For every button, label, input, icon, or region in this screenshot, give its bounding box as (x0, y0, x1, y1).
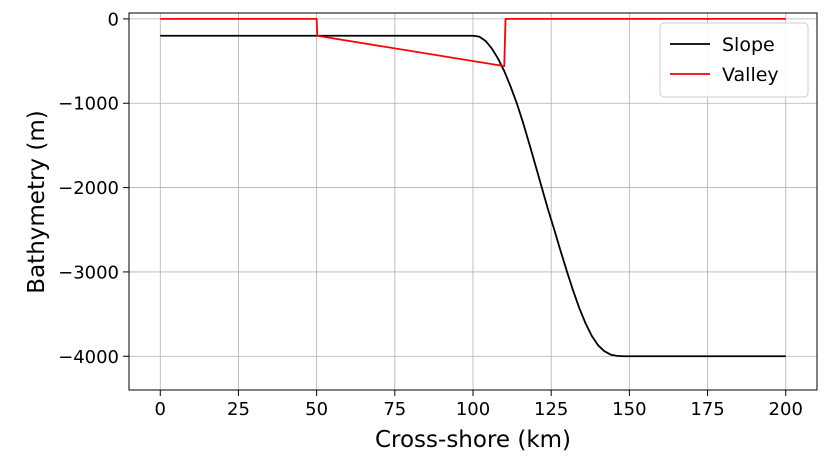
axis-ticks: 0 25 50 75 100 125 150 175 200 0 −1000 −2000 −3000 −4… (58, 9, 803, 420)
x-tick-label: 100 (456, 399, 490, 420)
x-tick-label: 75 (383, 399, 406, 420)
legend-box (659, 22, 809, 98)
x-tick-label: 200 (769, 399, 803, 420)
y-axis-label: Bathymetry (m) (24, 110, 50, 293)
x-axis-label: Cross-shore (km) (375, 427, 571, 453)
slope-series-line (160, 34, 786, 358)
y-tick-label: 0 (108, 9, 119, 30)
y-tick-label: −2000 (58, 178, 119, 199)
legend-label-slope: Slope (722, 34, 775, 56)
legend: Slope Valley (659, 22, 809, 98)
x-tick-label: 50 (305, 399, 328, 420)
valley-series-line (160, 17, 786, 68)
x-tick-label: 25 (227, 399, 250, 420)
x-tick-label: 175 (690, 399, 724, 420)
x-tick-label: 150 (612, 399, 646, 420)
x-tick-label: 125 (534, 399, 568, 420)
y-tick-label: −1000 (58, 94, 119, 115)
series-layer (160, 17, 786, 358)
y-tick-label: −3000 (58, 262, 119, 283)
y-tick-label: −4000 (58, 347, 119, 368)
x-tick-label: 0 (155, 399, 166, 420)
legend-label-valley: Valley (722, 64, 779, 86)
